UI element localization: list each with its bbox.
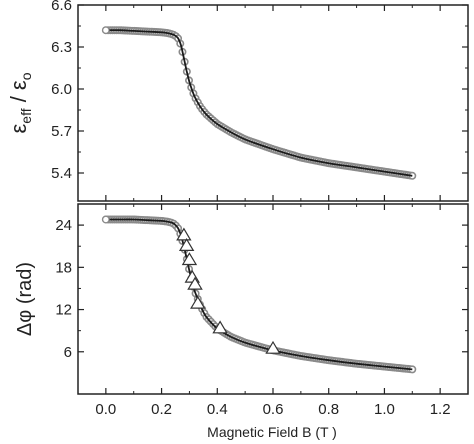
top-y-axis-title-sub: eff <box>18 108 34 123</box>
top-y-axis-title-sub2: o <box>18 72 34 80</box>
bottom-y-tick-label: 12 <box>55 302 72 319</box>
bottom-x-tick-label: 0.2 <box>151 401 172 418</box>
top-y-tick-label: 6.3 <box>51 39 72 56</box>
top-y-axis-title-div: / ε <box>6 80 31 108</box>
top-y-tick-label: 6.0 <box>51 81 72 98</box>
bottom-triangle-point <box>178 238 195 251</box>
bottom-x-tick-label: 0.6 <box>263 401 284 418</box>
top-y-tick-label: 5.7 <box>51 123 72 140</box>
top-first-point <box>102 26 110 35</box>
bottom-first-point <box>102 215 110 224</box>
top-y-tick-label: 5.4 <box>51 165 72 182</box>
bottom-y-axis-title: Δφ (rad) <box>14 262 36 336</box>
bottom-triangle-point <box>190 295 206 309</box>
top-fit-line <box>105 29 413 177</box>
bottom-triangle-point <box>265 340 281 354</box>
bottom-x-tick-label: 1.0 <box>374 401 395 418</box>
bottom-x-tick-label: 0.0 <box>95 401 116 418</box>
bottom-x-tick-label: 0.8 <box>318 401 339 418</box>
x-axis-title: Magnetic Field B (T ) <box>207 424 337 440</box>
top-plot-area: 5.4 5.7 6.0 6.3 6.6 <box>51 0 468 201</box>
bottom-x-tick-label: 0.4 <box>207 401 228 418</box>
bottom-triangle-point <box>187 276 203 290</box>
bottom-y-tick-label: 18 <box>55 259 72 276</box>
bottom-triangle-point <box>212 320 228 334</box>
bottom-y-tick-label: 24 <box>55 217 72 234</box>
bottom-triangle-point <box>181 252 198 266</box>
top-y-axis-title: εeff / εo <box>6 72 34 133</box>
bottom-plot-area: 6 12 18 24 0.0 0.2 0.4 0.6 0.8 1.0 1.2 <box>55 204 468 418</box>
bottom-fit-line <box>105 218 413 371</box>
bottom-y-tick-label: 6 <box>64 344 72 361</box>
bottom-x-tick-label: 1.2 <box>430 401 451 418</box>
top-y-tick-label: 6.6 <box>51 0 72 14</box>
top-y-axis-title-main: ε <box>6 124 31 134</box>
bottom-triangle-point <box>176 227 192 241</box>
